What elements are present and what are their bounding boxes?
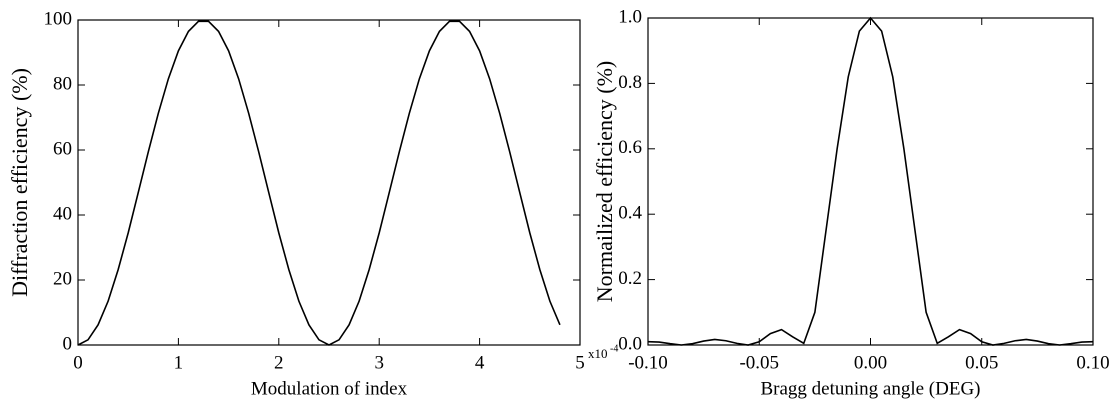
x-tick-label: 0	[73, 352, 83, 373]
curve	[648, 18, 1093, 345]
x-tick-label: -0.05	[739, 352, 779, 373]
x-tick-label: 5	[575, 352, 585, 373]
y-tick-label: 0.0	[618, 333, 642, 354]
y-tick-label: 60	[53, 138, 72, 159]
y-axis-label: Normailized efficiency (%)	[592, 61, 617, 302]
y-tick-label: 1.0	[618, 6, 642, 27]
plot-frame	[648, 18, 1093, 345]
y-tick-label: 40	[53, 203, 72, 224]
axis-exponent: -4	[610, 343, 618, 354]
curve	[78, 21, 560, 345]
axis-multiplier: x10	[588, 346, 608, 361]
y-axis-label: Diffraction efficiency (%)	[7, 68, 32, 297]
y-tick-label: 20	[53, 268, 72, 289]
y-tick-label: 80	[53, 73, 72, 94]
y-tick-label: 0.4	[618, 203, 642, 224]
y-tick-label: 0	[63, 333, 73, 354]
x-tick-label: 2	[274, 352, 284, 373]
y-tick-label: 100	[44, 8, 73, 29]
x-tick-label: 3	[374, 352, 384, 373]
figure: 0 1 2 3 4 5 0 20 40 60 80 100 Modulation of index Dif…	[0, 0, 1119, 407]
plot-frame	[78, 20, 580, 345]
x-tick-label: 4	[475, 352, 485, 373]
x-tick-label: 1	[174, 352, 184, 373]
y-tick-label: 0.8	[618, 72, 642, 93]
y-tick-label: 0.2	[618, 268, 642, 289]
x-axis-label: Bragg detuning angle (DEG)	[760, 378, 980, 399]
y-tick-label: 0.6	[618, 137, 642, 158]
x-tick-label: -0.10	[628, 352, 668, 373]
x-tick-label: 0.05	[965, 352, 998, 373]
x-tick-label: 0.10	[1076, 352, 1109, 373]
x-tick-label: 0.00	[854, 352, 887, 373]
x-axis-label: Modulation of index	[251, 378, 408, 399]
